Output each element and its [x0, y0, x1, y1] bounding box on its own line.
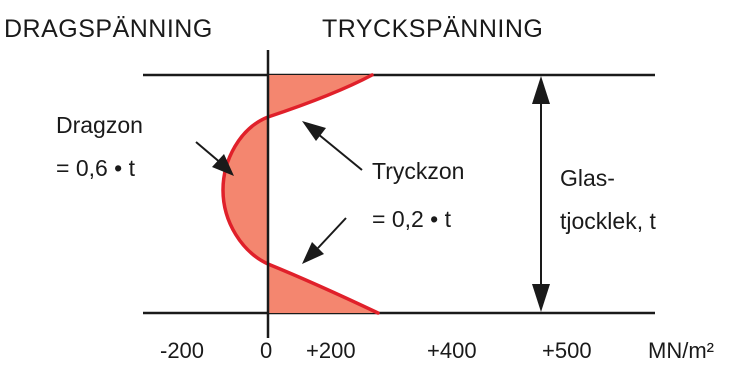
- dragzon-label: Dragzon: [56, 112, 143, 138]
- dragzon-pointer-line: [195, 141, 223, 165]
- glass-thickness-label-line1: Glas-: [560, 165, 615, 191]
- tick-label: +400: [427, 338, 477, 363]
- tick-label: +500: [542, 338, 592, 363]
- thickness-arrow-up-head: [532, 76, 550, 104]
- tryckzon-formula: = 0,2 • t: [372, 206, 452, 232]
- tick-label: -200: [160, 338, 205, 363]
- tensile-stress-heading: DRAGSPÄNNING: [4, 15, 213, 43]
- dragzon-formula: = 0,6 • t: [56, 155, 136, 181]
- tryckzon-lower-pointer-head: [302, 242, 324, 264]
- tryckzon-upper-pointer-head: [302, 121, 326, 141]
- tick-label: 0: [260, 338, 273, 363]
- tick-label: +200: [306, 338, 356, 363]
- axis-unit-label: MN/m²: [648, 338, 714, 363]
- tryckzon-upper-pointer-line: [317, 133, 363, 171]
- tryckzon-lower-pointer-line: [317, 217, 347, 249]
- compressive-stress-heading: TRYCKSPÄNNING: [322, 15, 544, 43]
- dragzon-pointer-head: [212, 154, 234, 176]
- thickness-arrow-down-head: [532, 284, 550, 312]
- glass-thickness-label-line2: tjocklek, t: [560, 208, 656, 234]
- tryckzon-label: Tryckzon: [372, 158, 465, 184]
- stress-profile-curve: [221, 73, 380, 315]
- dragzon-fill: [223, 117, 268, 264]
